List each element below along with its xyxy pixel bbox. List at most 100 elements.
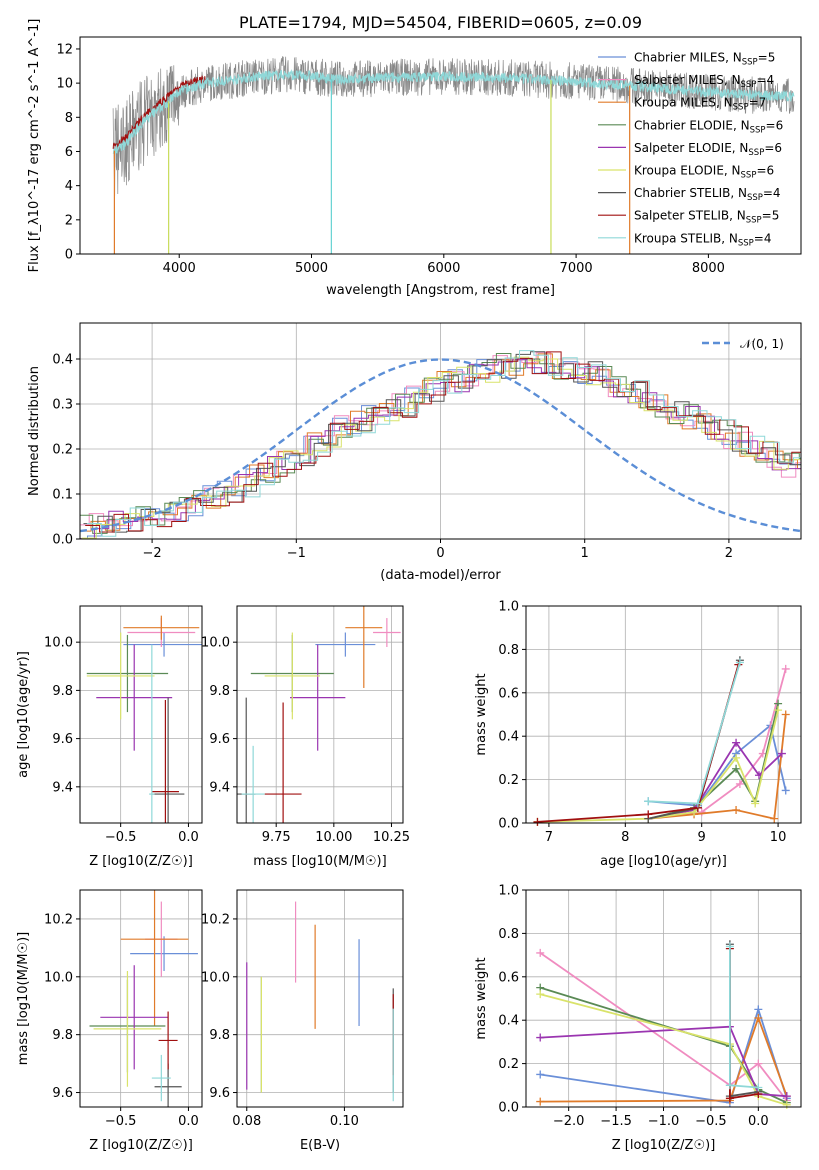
legend-label: Kroupa STELIB, NSSP=4 (634, 231, 772, 248)
y-tick-label: 12 (56, 42, 73, 57)
y-axis-label: age [log10(age/yr)] (16, 651, 31, 778)
y-tick-label: 9.8 (52, 1028, 73, 1043)
weight-series-line (539, 986, 788, 1104)
weight-point-marker (725, 1094, 734, 1103)
axes-frame (79, 605, 203, 824)
y-tick-label: 10.2 (201, 912, 230, 927)
y-tick-label: 0.2 (52, 443, 73, 458)
x-axis-label: mass [log10(M/M☉)] (253, 854, 386, 869)
legend-label-subscript: SSP (750, 125, 766, 135)
x-tick-label: 10.25 (373, 830, 410, 845)
weight-point-marker (693, 799, 702, 808)
axes-frame (236, 889, 404, 1108)
x-tick-label: 9 (698, 830, 706, 845)
y-tick-label: 0.6 (498, 970, 519, 985)
weight-point-marker (732, 738, 741, 747)
weight-point-marker (774, 706, 783, 715)
histogram-steps (80, 350, 801, 539)
y-tick-label: 0.0 (498, 1101, 519, 1116)
x-tick-label: 0 (436, 546, 444, 561)
y-tick-label: 0.1 (52, 488, 73, 503)
x-tick-label: 9.75 (262, 830, 291, 845)
y-tick-label: 0.0 (52, 533, 73, 548)
y-tick-label: 6 (65, 145, 73, 160)
x-tick-label: 0.10 (330, 1114, 359, 1129)
y-tick-label: 0.0 (498, 817, 519, 832)
legend-label: Salpeter STELIB, NSSP=5 (634, 209, 779, 226)
errorbar-group (89, 890, 198, 1107)
legend-label-main: Salpeter STELIB, N (634, 209, 746, 223)
x-axis-label: wavelength [Angstrom, rest frame] (326, 283, 555, 298)
weight-point-marker (725, 1081, 734, 1090)
x-axis-label: E(B-V) (300, 1138, 340, 1153)
weight-point-marker (781, 786, 790, 795)
weight-series-line (540, 1006, 788, 1104)
legend-label-main: Kroupa ELODIE, N (634, 164, 741, 178)
y-tick-label: 9.4 (52, 780, 73, 795)
spectrum-lines (112, 56, 795, 197)
weight-series-line (540, 1025, 787, 1098)
y-tick-label: 2 (65, 213, 73, 228)
chart-title: PLATE=1794, MJD=54504, FIBERID=0605, z=0… (239, 13, 642, 32)
axes-frame (236, 605, 404, 824)
y-axis-label: mass weight (474, 957, 489, 1039)
legend-label-main: Salpeter ELODIE, N (634, 141, 748, 155)
weight-point-marker (644, 810, 653, 819)
x-axis-label: age [log10(age/yr)] (600, 854, 727, 869)
histogram-series-step (85, 351, 801, 533)
legend-label-subscript: SSP (741, 80, 757, 90)
y-tick-label: 0.2 (498, 773, 519, 788)
x-tick-label: 5000 (295, 261, 328, 276)
x-tick-label: 2 (725, 546, 733, 561)
histogram-series-step (83, 351, 801, 533)
legend-label-tail: =5 (762, 209, 780, 223)
y-tick-label: 9.8 (52, 684, 73, 699)
legend-label: 𝒩(0, 1) (740, 337, 784, 351)
x-tick-label: 1 (581, 546, 589, 561)
legend-label-subscript: SSP (733, 103, 749, 113)
legend-label-tail: =6 (766, 118, 784, 132)
weight-point-marker (725, 942, 734, 951)
x-tick-label: 10.00 (315, 830, 352, 845)
errorbar-group (86, 615, 202, 823)
x-tick-label: 0.0 (178, 830, 199, 845)
weight-point-marker (536, 1070, 545, 1079)
x-tick-label: −0.5 (695, 1114, 727, 1129)
legend-label-tail: =6 (764, 141, 782, 155)
legend-label-main: Chabrier MILES, N (634, 51, 742, 65)
y-tick-label: 9.6 (209, 1086, 230, 1101)
x-tick-label: 8000 (692, 261, 725, 276)
weight-point-marker (782, 1092, 791, 1101)
x-axis-label: Z [log10(Z/Z☉)] (89, 1138, 193, 1153)
x-tick-label: 8 (621, 830, 629, 845)
x-tick-label: 4000 (163, 261, 196, 276)
y-tick-label: 9.8 (209, 684, 230, 699)
weight-point-marker (777, 749, 786, 758)
x-tick-label: −2 (143, 546, 162, 561)
y-tick-label: 0.8 (498, 927, 519, 942)
legend-label-tail: =5 (758, 51, 776, 65)
histogram-series-step (80, 353, 801, 532)
legend-label-main: Salpeter MILES, N (634, 73, 741, 87)
legend-label: Kroupa ELODIE, NSSP=6 (634, 164, 774, 181)
weight-point-marker (754, 1083, 763, 1092)
legend-label: Kroupa MILES, NSSP=7 (634, 96, 766, 113)
legend-label-subscript: SSP (748, 148, 764, 158)
x-tick-label: −0.5 (105, 1114, 137, 1129)
normal-distribution-curve (79, 358, 802, 533)
y-axis-label: Normed distribution (27, 366, 42, 496)
weight-point-marker (781, 710, 790, 719)
x-tick-label: 6000 (427, 261, 460, 276)
weight-series-line (537, 709, 779, 823)
y-tick-label: 10.0 (201, 636, 230, 651)
y-tick-label: 4 (65, 179, 73, 194)
legend-label-tail: =4 (756, 73, 774, 87)
weight-point-marker (754, 1014, 763, 1023)
x-tick-label: −1.0 (648, 1114, 680, 1129)
y-tick-label: 0.4 (52, 353, 73, 368)
axes-frame (525, 605, 802, 824)
x-tick-label: −0.5 (105, 830, 137, 845)
x-tick-label: 7 (545, 830, 553, 845)
weight-point-marker (536, 1033, 545, 1042)
x-tick-label: −2.0 (553, 1114, 585, 1129)
